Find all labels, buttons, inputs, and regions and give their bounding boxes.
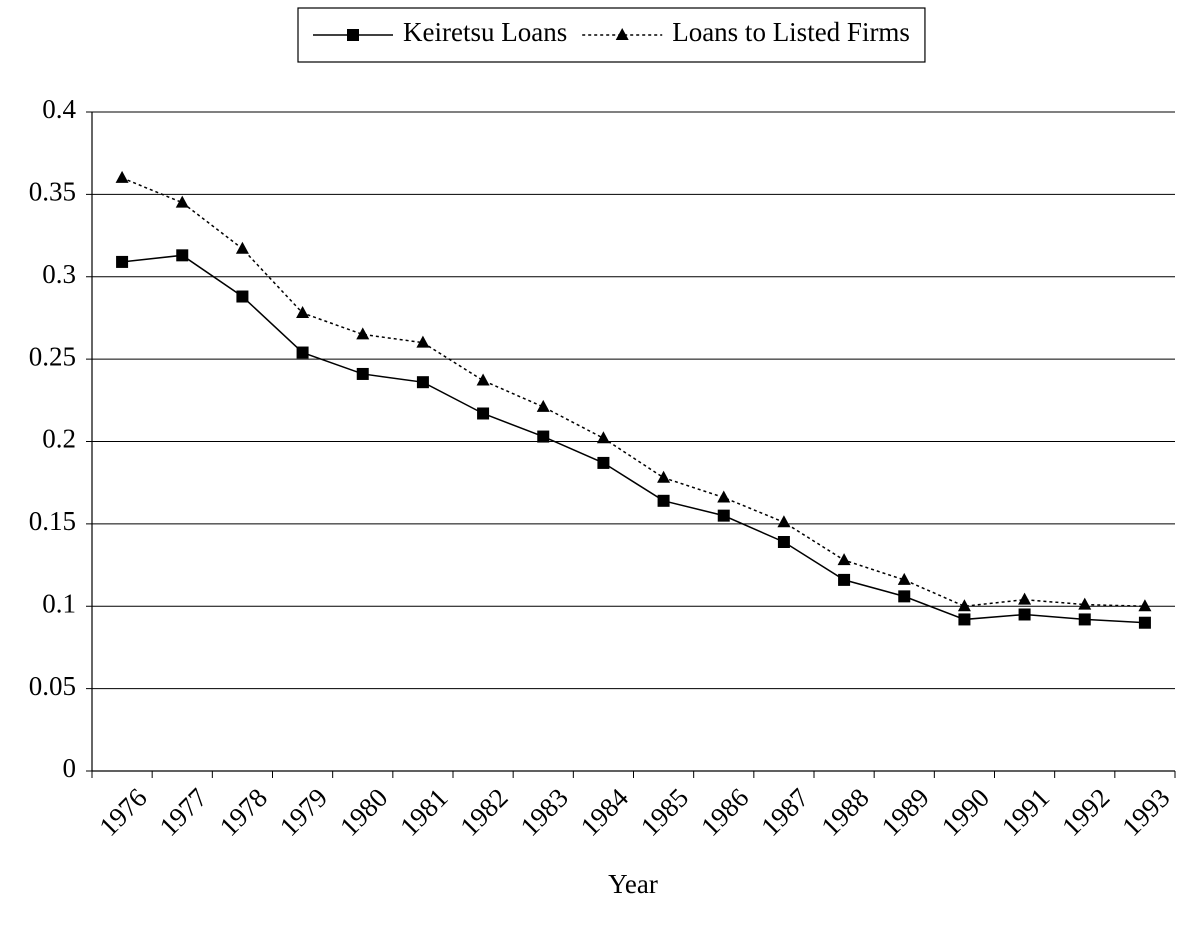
x-tick-label: 1989 xyxy=(875,782,934,841)
marker xyxy=(296,305,310,318)
legend-label: Loans to Listed Firms xyxy=(672,17,910,47)
x-tick-label: 1984 xyxy=(575,782,635,842)
y-tick-label: 0.1 xyxy=(42,588,76,618)
marker xyxy=(116,255,129,268)
marker xyxy=(958,613,971,626)
y-tick-label: 0.3 xyxy=(42,259,76,289)
marker xyxy=(717,490,731,503)
series-line xyxy=(122,254,1145,624)
x-tick-label: 1985 xyxy=(635,782,694,841)
x-tick-label: 1980 xyxy=(334,782,393,841)
x-tick-label: 1990 xyxy=(936,782,995,841)
x-tick-label: 1981 xyxy=(394,782,453,841)
marker xyxy=(536,399,550,412)
y-tick-label: 0.35 xyxy=(29,177,76,207)
marker xyxy=(897,572,911,585)
x-tick-label: 1978 xyxy=(214,782,273,841)
legend: Keiretsu Loans Loans to Listed Firms xyxy=(297,7,926,63)
marker xyxy=(235,241,249,254)
marker xyxy=(537,430,550,443)
y-tick-label: 0.05 xyxy=(29,671,76,701)
y-tick-label: 0.25 xyxy=(29,341,76,371)
marker xyxy=(837,553,851,566)
x-tick-label: 1977 xyxy=(153,782,212,841)
x-tick-label: 1992 xyxy=(1056,782,1115,841)
x-tick-label: 1983 xyxy=(514,782,573,841)
marker xyxy=(1078,597,1092,610)
marker xyxy=(957,599,971,612)
marker xyxy=(115,170,129,183)
x-tick-label: 1986 xyxy=(695,782,754,841)
marker xyxy=(1138,616,1151,629)
x-tick-label: 1991 xyxy=(996,782,1055,841)
x-tick-label: 1976 xyxy=(93,782,152,841)
marker xyxy=(356,367,369,380)
marker xyxy=(416,335,430,348)
y-tick-label: 0.15 xyxy=(29,506,76,536)
marker xyxy=(597,456,610,469)
marker xyxy=(657,470,671,483)
marker xyxy=(1018,608,1031,621)
marker xyxy=(356,327,370,340)
y-tick-label: 0 xyxy=(63,753,77,783)
legend-label: Keiretsu Loans xyxy=(403,17,567,47)
marker xyxy=(175,195,189,208)
marker xyxy=(1018,592,1032,605)
marker xyxy=(838,573,851,586)
legend-box xyxy=(297,7,926,63)
marker xyxy=(347,29,359,41)
marker xyxy=(777,515,791,528)
y-tick-label: 0.4 xyxy=(42,94,76,124)
marker xyxy=(296,346,309,359)
marker xyxy=(476,373,490,386)
x-tick-label: 1993 xyxy=(1116,782,1175,841)
marker xyxy=(898,590,911,603)
x-axis-title: Year xyxy=(608,869,658,899)
x-tick-label: 1982 xyxy=(454,782,513,841)
x-tick-label: 1979 xyxy=(274,782,333,841)
marker xyxy=(176,249,189,262)
marker xyxy=(1138,599,1152,612)
marker xyxy=(1078,613,1091,626)
marker xyxy=(477,407,490,420)
marker xyxy=(596,431,610,444)
series-line xyxy=(121,177,1145,608)
x-tick-label: 1988 xyxy=(815,782,874,841)
marker xyxy=(615,28,629,40)
marker xyxy=(236,290,249,303)
marker xyxy=(717,509,730,522)
marker xyxy=(657,494,670,507)
marker xyxy=(416,376,429,389)
marker xyxy=(777,535,790,548)
x-tick-label: 1987 xyxy=(755,782,814,841)
y-tick-label: 0.2 xyxy=(42,424,76,454)
